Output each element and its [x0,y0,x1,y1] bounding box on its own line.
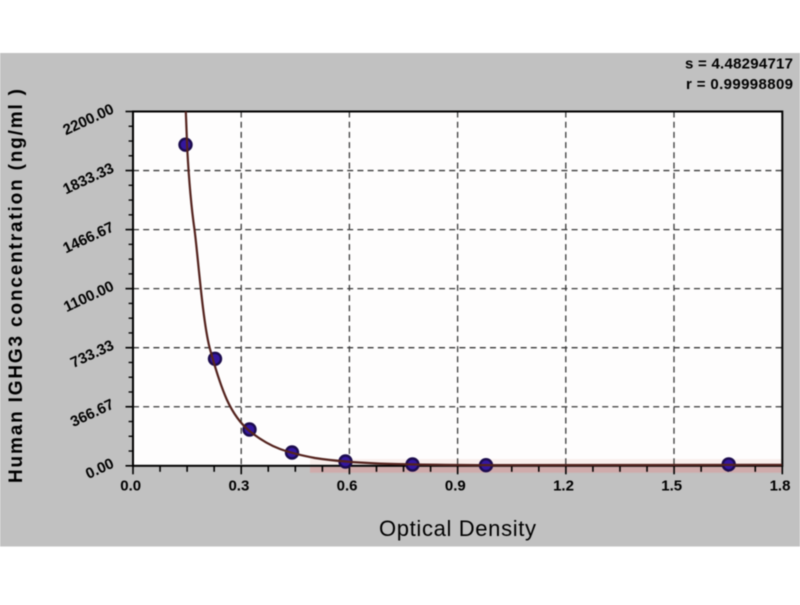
svg-text:Human IGHG3 concentration (n: Human IGHG3 concentration (ng/ml ) [6,89,27,483]
svg-text:Optical Density: Optical Density [379,516,536,541]
svg-text:r = 0.99998809: r = 0.99998809 [686,76,793,93]
svg-text:0.3: 0.3 [228,478,249,495]
svg-text:0.6: 0.6 [337,478,358,495]
svg-text:1.8: 1.8 [770,478,791,495]
svg-text:1.2: 1.2 [553,478,574,495]
svg-text:0.0: 0.0 [120,478,141,495]
svg-text:1.5: 1.5 [661,478,682,495]
svg-text:0.9: 0.9 [445,478,466,495]
svg-text:s = 4.48294717: s = 4.48294717 [685,56,793,73]
